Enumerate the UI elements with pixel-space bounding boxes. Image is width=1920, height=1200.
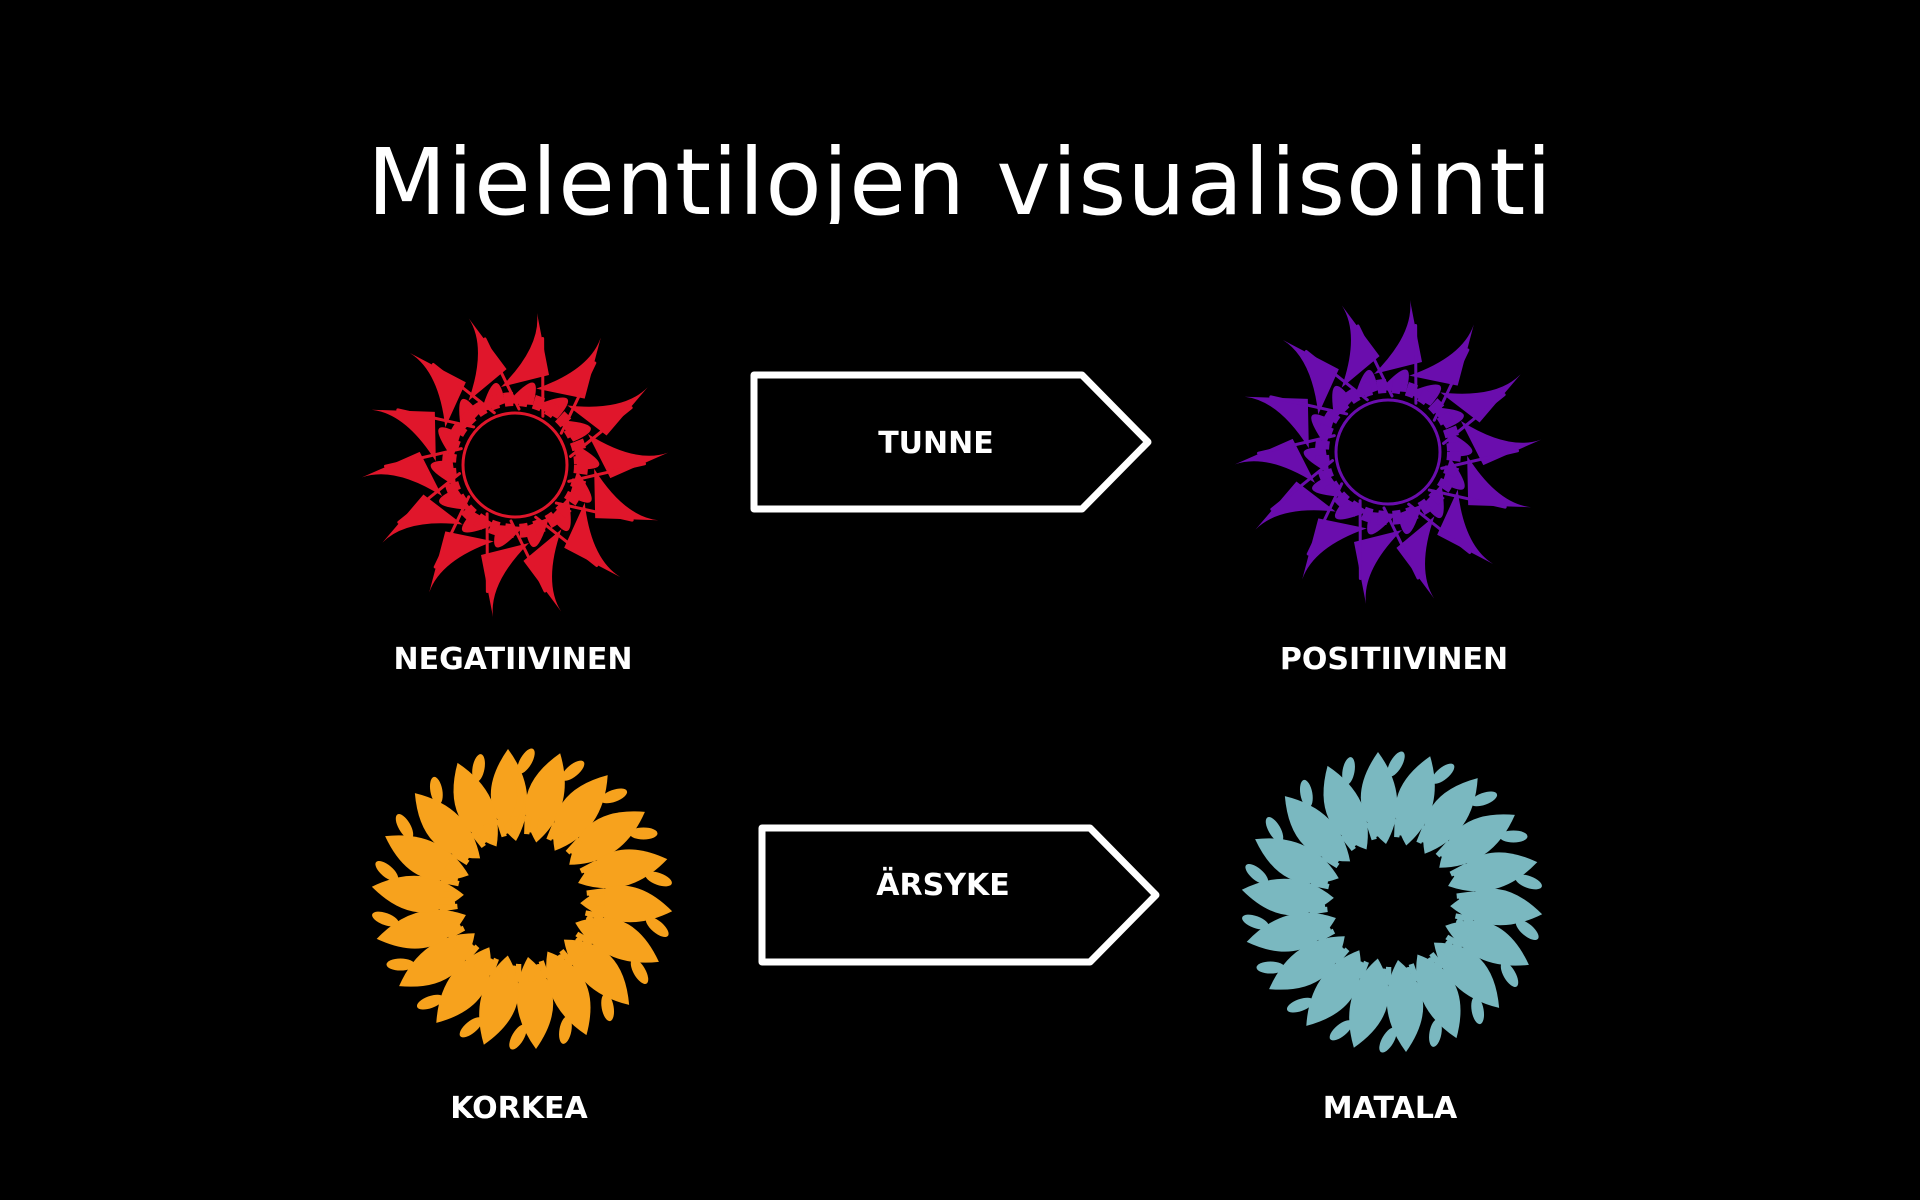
label-positive: POSITIIVINEN	[1279, 642, 1509, 677]
high-mandala-icon	[371, 748, 673, 1050]
arrow-tunne-icon	[750, 371, 1152, 513]
arrow-arsyke-icon	[758, 824, 1160, 966]
arrow-label-arsyke: ÄRSYKE	[876, 868, 1010, 903]
negative-mandala-icon	[361, 313, 669, 617]
positive-mandala-icon	[1234, 300, 1542, 604]
arrow-label-tunne: TUNNE	[878, 426, 994, 461]
page-title: Mielentilojen visualisointi	[367, 129, 1553, 224]
label-high: KORKEA	[450, 1091, 588, 1126]
low-mandala-icon	[1241, 751, 1543, 1053]
label-low: MATALA	[1322, 1091, 1458, 1126]
label-negative: NEGATIIVINEN	[393, 642, 633, 677]
